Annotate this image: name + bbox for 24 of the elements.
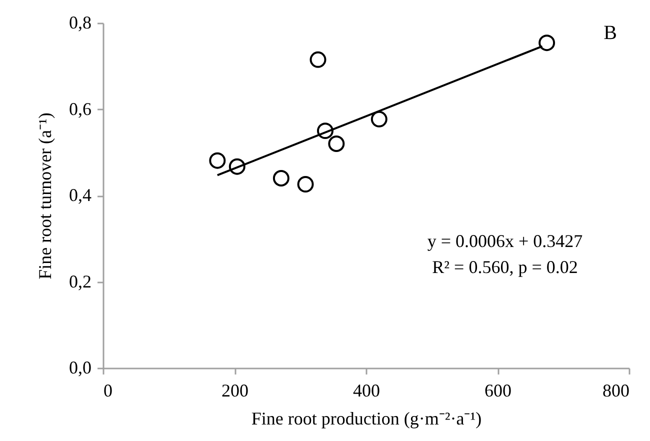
x-axis-title: Fine root production (g·m⁻²·a⁻¹) bbox=[251, 408, 482, 428]
x-tick-label: 800 bbox=[602, 380, 630, 400]
point bbox=[370, 110, 388, 128]
y-tick-label: 0,8 bbox=[69, 12, 92, 32]
point bbox=[310, 51, 326, 68]
y-axis-title: Fine root turnover (a⁻¹) bbox=[35, 112, 55, 280]
annotation: y = 0.0006x + 0.3427 bbox=[427, 231, 583, 251]
x-tick-label: 600 bbox=[484, 380, 512, 400]
point bbox=[228, 158, 246, 175]
point bbox=[209, 152, 226, 169]
y-tick-label: 0,0 bbox=[69, 358, 92, 378]
point bbox=[316, 122, 334, 140]
y-tick-label: 0,6 bbox=[69, 98, 92, 119]
annotation: R² = 0.560, p = 0.02 bbox=[432, 257, 578, 277]
x-tick-label: 400 bbox=[353, 380, 380, 400]
point bbox=[272, 170, 290, 186]
x-tick-label: 0 bbox=[104, 380, 112, 400]
point bbox=[538, 34, 556, 52]
x-tick-label: 200 bbox=[222, 380, 248, 400]
annotation: B bbox=[604, 22, 617, 44]
y-tick-label: 0,2 bbox=[69, 271, 92, 292]
point bbox=[297, 176, 314, 193]
y-tick-label: 0,4 bbox=[69, 185, 92, 205]
point bbox=[328, 136, 345, 152]
